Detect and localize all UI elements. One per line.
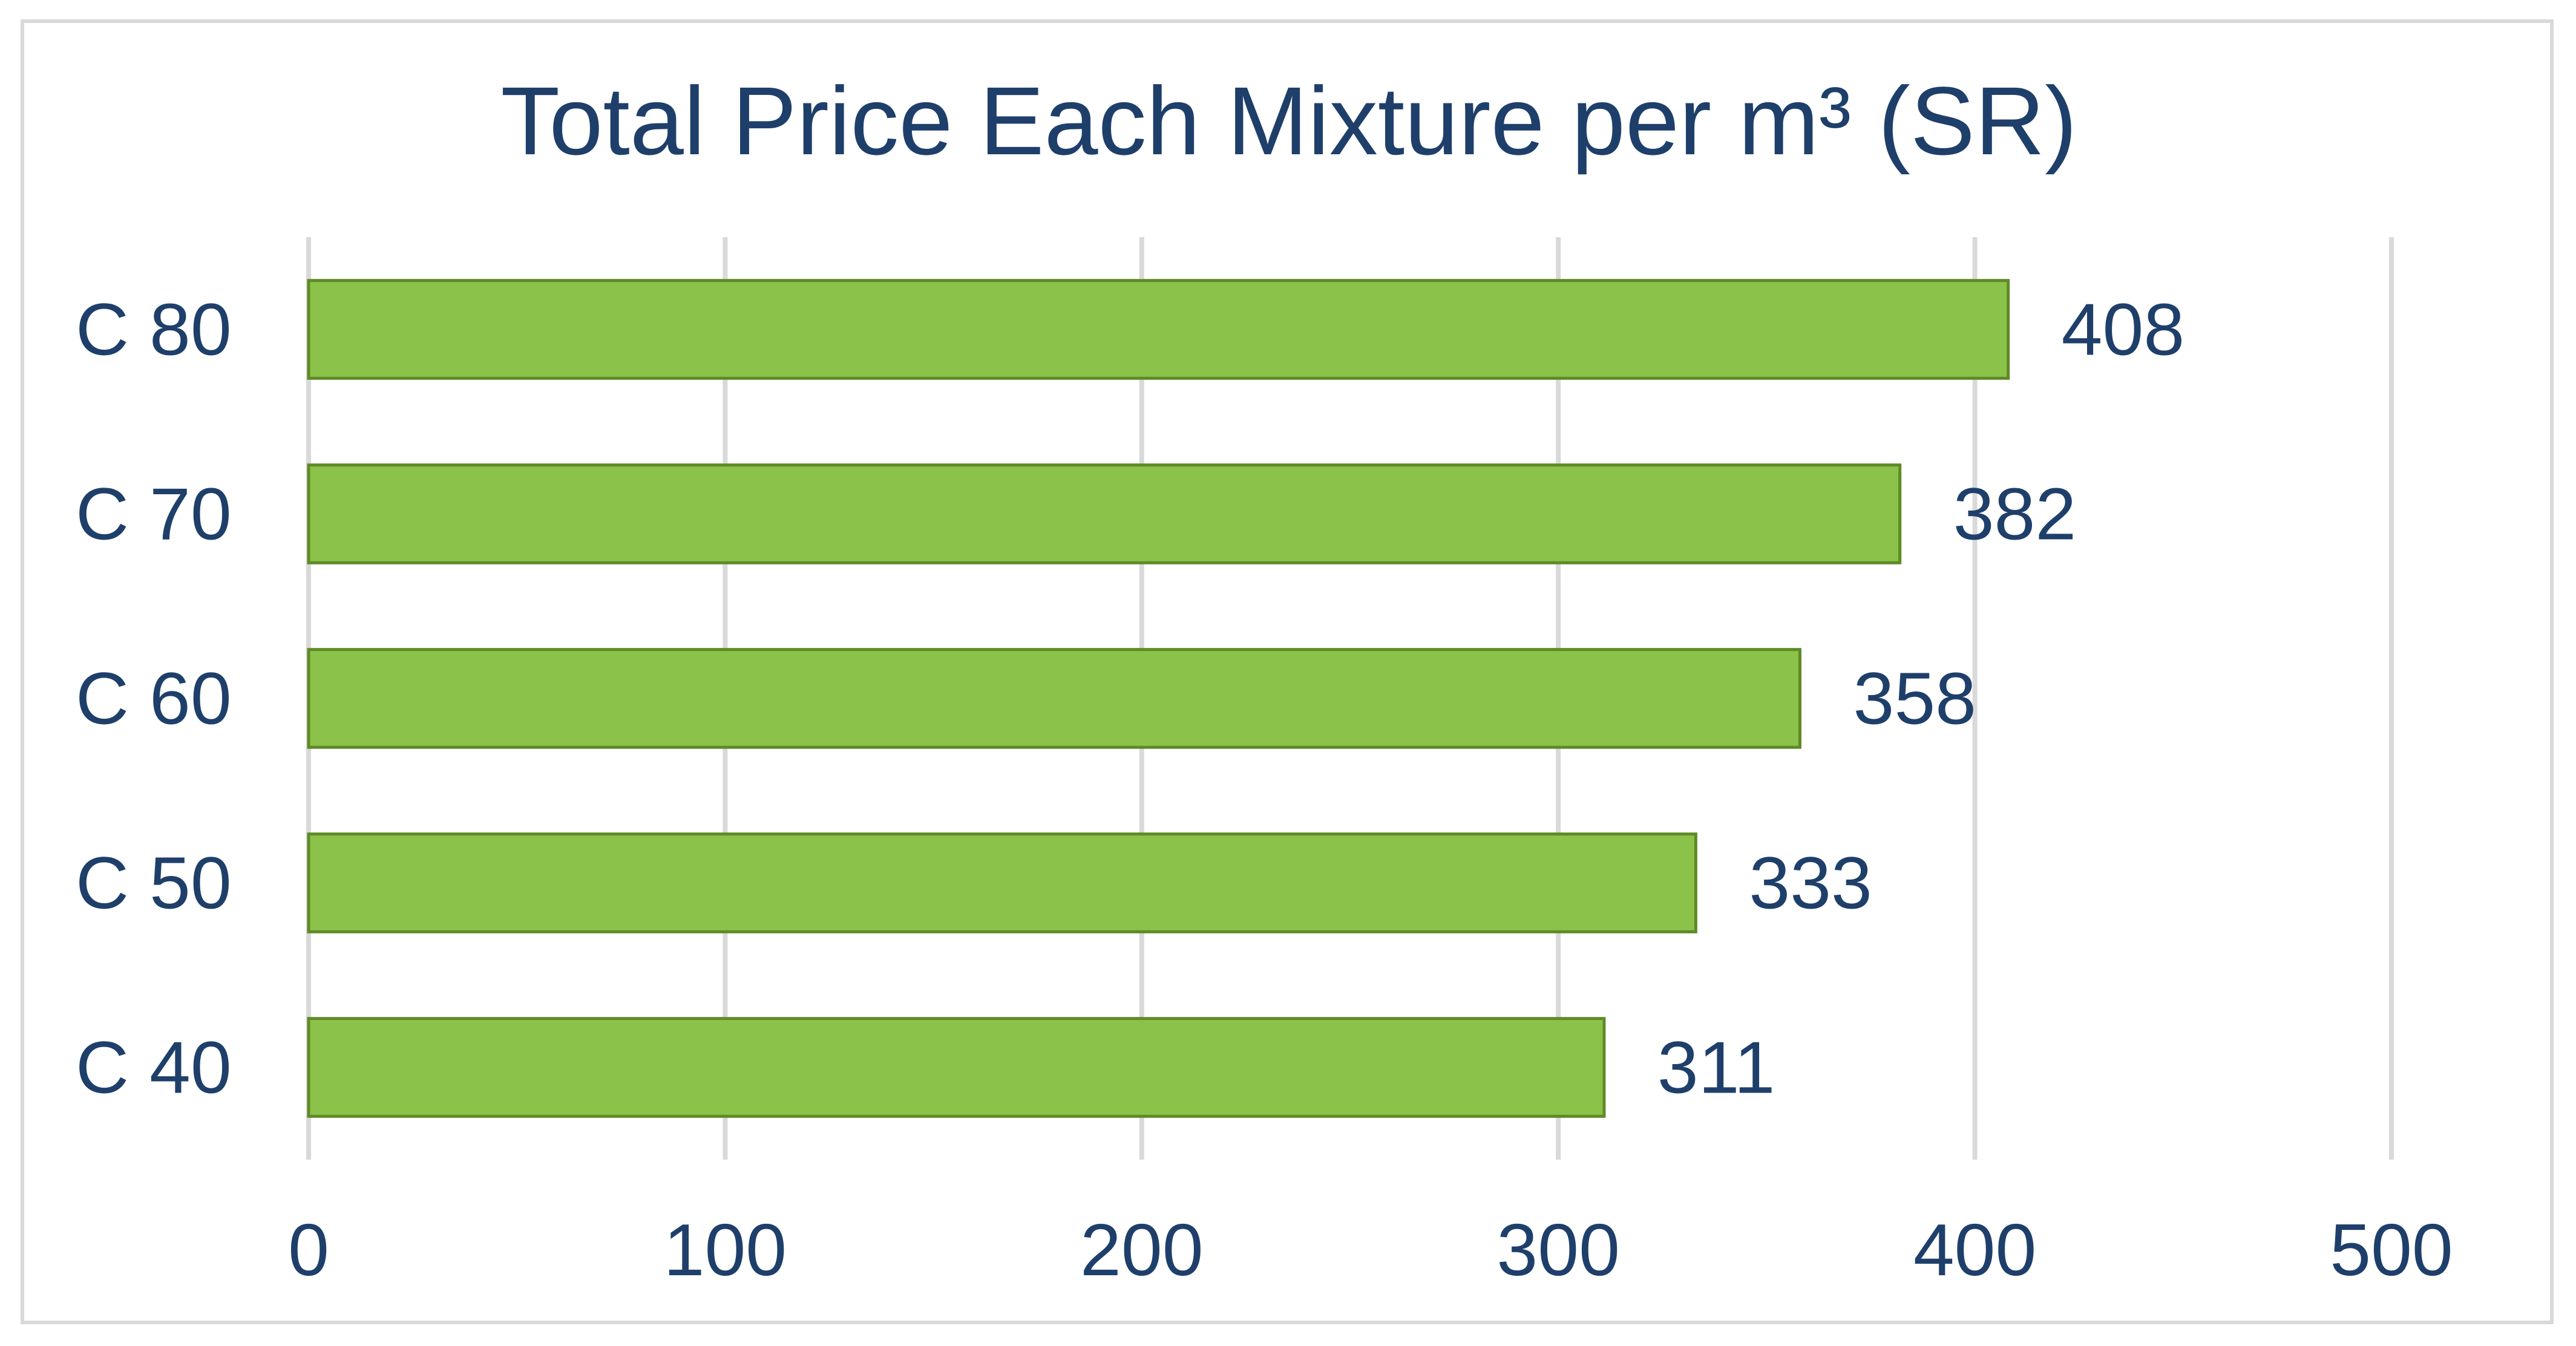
data-label-c-70: 382	[1953, 473, 2077, 555]
x-tick-label-400: 400	[1913, 1209, 2037, 1291]
category-label-c-60: C 60	[76, 658, 232, 740]
bar-c-80	[307, 279, 2010, 380]
bar-c-50	[307, 832, 1697, 933]
category-label-c-70: C 70	[76, 473, 232, 555]
category-label-c-50: C 50	[76, 842, 232, 924]
data-label-c-60: 358	[1853, 658, 1976, 740]
data-labels: 408 382 358 333 311	[1657, 289, 2184, 1109]
bar-c-60	[307, 648, 1801, 749]
data-label-c-80: 408	[2062, 289, 2185, 371]
x-axis-tick-labels: 0 100 200 300 400 500	[288, 1209, 2453, 1291]
category-label-c-80: C 80	[76, 289, 232, 371]
chart-title: Total Price Each Mixture per m³ (SR)	[500, 67, 2077, 175]
x-tick-label-200: 200	[1080, 1209, 1204, 1291]
bar-c-70	[307, 463, 1902, 564]
x-tick-label-0: 0	[288, 1209, 329, 1291]
category-labels: C 80 C 70 C 60 C 50 C 40	[76, 289, 232, 1109]
bars	[307, 279, 2010, 1118]
x-tick-label-100: 100	[664, 1209, 787, 1291]
gridlines	[306, 237, 2394, 1160]
data-label-c-40: 311	[1657, 1027, 1775, 1109]
x-tick-label-300: 300	[1496, 1209, 1620, 1291]
x-tick-label-500: 500	[2330, 1209, 2453, 1291]
bar-c-40	[307, 1017, 1606, 1118]
category-label-c-40: C 40	[76, 1027, 232, 1109]
data-label-c-50: 333	[1749, 842, 1872, 924]
